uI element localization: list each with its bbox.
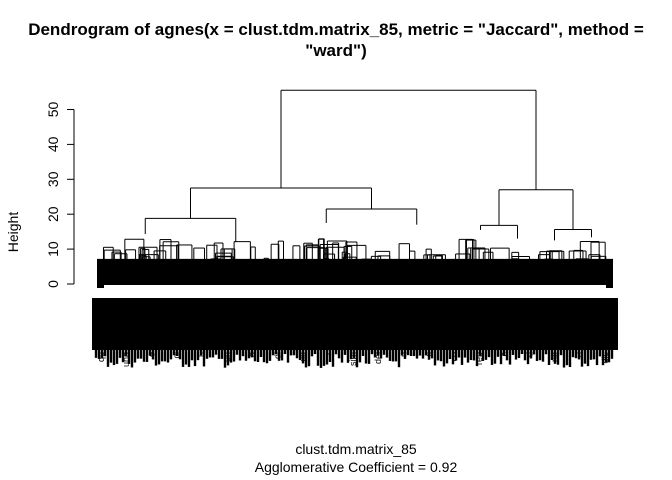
leaf-label: dis <box>600 352 610 364</box>
y-tick-label: 10 <box>45 241 61 257</box>
leaf-label: co <box>449 352 459 362</box>
y-axis-label: Height <box>5 212 21 253</box>
leaf-label: ne <box>550 352 560 362</box>
leaf-gap <box>104 285 606 289</box>
chart-title-line-2: "ward") <box>305 41 367 60</box>
leaf-branch-band <box>97 258 613 288</box>
leaf-label: ci <box>172 352 182 359</box>
leaf-label: rep <box>474 352 484 365</box>
leaf-label: di <box>272 352 282 359</box>
leaf-label: sim <box>348 352 358 366</box>
leaf-label: qu <box>96 352 106 362</box>
x-axis-label: clust.tdm.matrix_85 <box>295 441 417 457</box>
chart-title-line-1: Dendrogram of agnes(x = clust.tdm.matrix… <box>28 20 644 39</box>
y-tick-label: 40 <box>45 136 61 152</box>
dendrogram-tree <box>102 89 607 274</box>
leaf-label: c <box>499 352 509 357</box>
leaf-label-block <box>92 298 618 350</box>
y-tick-label: 30 <box>45 171 61 187</box>
leaf-label: co <box>298 352 308 362</box>
y-tick-label: 20 <box>45 206 61 222</box>
leaf-label: del <box>373 352 383 364</box>
leaf-label: h <box>197 352 207 357</box>
leaf-label: s <box>424 352 434 357</box>
leaf-label: e <box>146 352 156 357</box>
leaf-label-band <box>92 258 618 368</box>
y-tick-label: 50 <box>45 102 61 118</box>
agglomerative-coefficient: Agglomerative Coefficient = 0.92 <box>254 459 458 475</box>
leaf-label: r <box>323 352 333 355</box>
leaf-label: n <box>398 352 408 357</box>
y-tick-label: 0 <box>45 280 61 288</box>
leaf-label: d <box>247 352 257 357</box>
leaf-label: d <box>524 352 534 357</box>
leaf-label: und <box>121 352 131 367</box>
leaf-label: un <box>222 352 232 362</box>
leaf-label: d <box>575 352 585 357</box>
leaf-labels: qu und e ci h un d di co r sim del n s co rep c d ne d dis <box>96 352 610 368</box>
y-axis: 0 10 20 30 40 50 <box>45 102 75 288</box>
